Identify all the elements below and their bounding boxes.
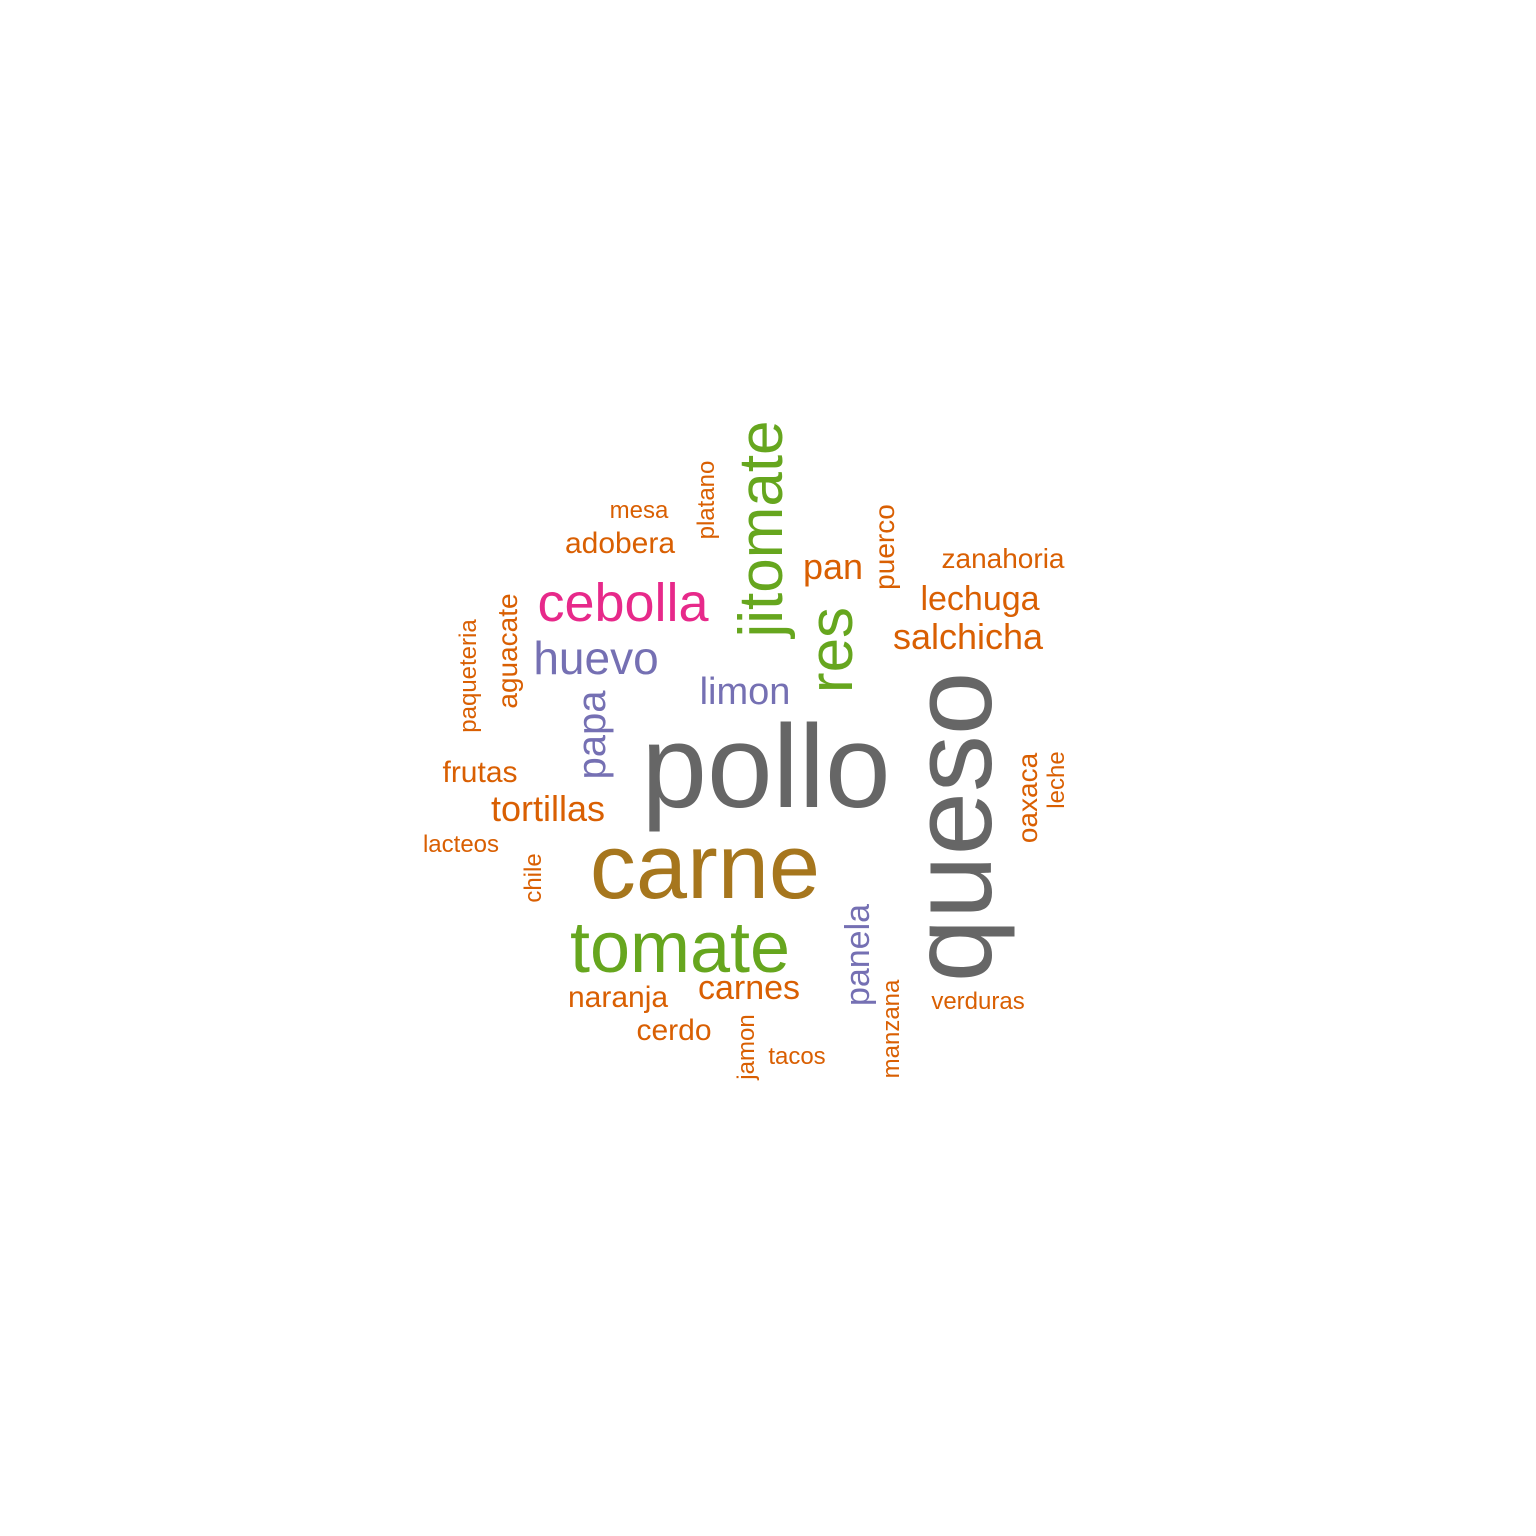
word-verduras: verduras bbox=[931, 988, 1025, 1015]
word-carne: carne bbox=[589, 816, 821, 918]
word-zanahoria: zanahoria bbox=[941, 543, 1065, 574]
word-lechuga: lechuga bbox=[920, 580, 1040, 618]
word-pollo: pollo bbox=[641, 701, 891, 833]
word-puerco: puerco bbox=[869, 504, 900, 590]
word-limon: limon bbox=[699, 671, 791, 713]
word-cebolla: cebolla bbox=[537, 573, 709, 633]
word-queso: queso bbox=[889, 671, 1016, 983]
word-mesa: mesa bbox=[609, 497, 669, 524]
word-res: res bbox=[797, 606, 866, 694]
word-chile: chile bbox=[520, 853, 547, 903]
word-panela: panela bbox=[839, 903, 877, 1007]
word-frutas: frutas bbox=[442, 756, 518, 789]
word-salchicha: salchicha bbox=[892, 616, 1044, 657]
word-paqueteria: paqueteria bbox=[455, 619, 482, 733]
word-jamon: jamon bbox=[733, 1014, 760, 1080]
word-oaxaca: oaxaca bbox=[1012, 752, 1043, 844]
word-carnes: carnes bbox=[697, 969, 801, 1007]
word-tortillas: tortillas bbox=[490, 788, 606, 829]
word-cerdo: cerdo bbox=[636, 1014, 712, 1047]
word-pan: pan bbox=[802, 546, 864, 587]
word-leche: leche bbox=[1043, 751, 1070, 809]
word-papa: papa bbox=[570, 690, 614, 780]
word-manzana: manzana bbox=[878, 979, 905, 1079]
word-lacteos: lacteos bbox=[422, 831, 500, 858]
word-aguacate: aguacate bbox=[492, 593, 523, 709]
word-tacos: tacos bbox=[768, 1043, 826, 1070]
word-platano: platano bbox=[693, 460, 720, 540]
word-adobera: adobera bbox=[564, 527, 676, 560]
word-jitomate: jitomate bbox=[727, 420, 796, 638]
word-naranja: naranja bbox=[567, 981, 669, 1014]
word-tomate: tomate bbox=[569, 908, 791, 988]
word-huevo: huevo bbox=[533, 632, 659, 684]
